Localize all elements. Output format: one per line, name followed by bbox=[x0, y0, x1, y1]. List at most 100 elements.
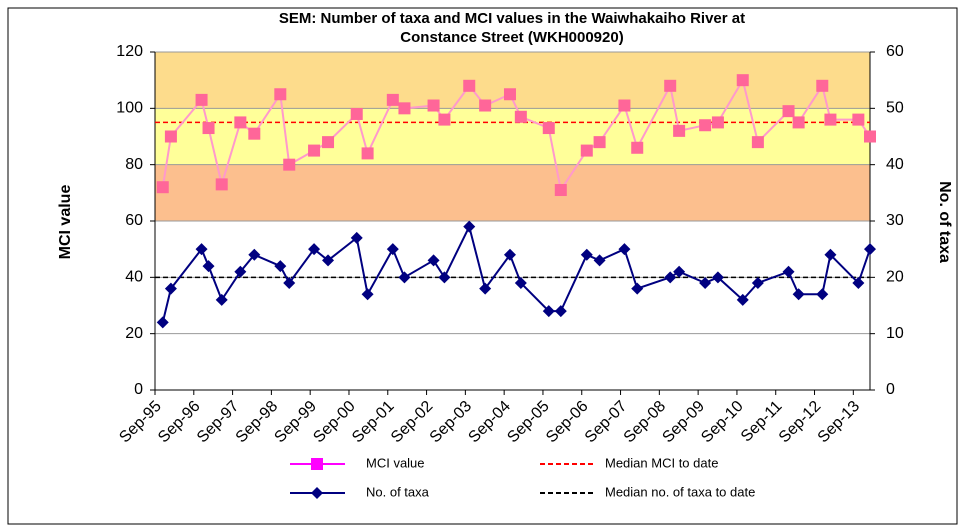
data-point bbox=[503, 88, 516, 101]
data-point bbox=[852, 113, 865, 126]
data-point bbox=[736, 293, 749, 306]
data-point bbox=[361, 288, 374, 301]
data-point bbox=[816, 288, 829, 301]
data-point bbox=[479, 282, 492, 295]
y2-tick-label: 30 bbox=[886, 212, 904, 229]
legend-marker bbox=[311, 458, 323, 470]
data-point bbox=[782, 105, 795, 118]
data-point bbox=[792, 116, 805, 129]
data-point bbox=[514, 110, 527, 123]
data-point bbox=[673, 265, 686, 278]
data-point bbox=[215, 293, 228, 306]
y-tick-label: 60 bbox=[125, 212, 143, 229]
y-tick-label: 80 bbox=[125, 156, 143, 173]
y-tick-label: 120 bbox=[116, 43, 143, 60]
data-point bbox=[202, 260, 215, 273]
data-point bbox=[542, 122, 555, 135]
data-point bbox=[664, 271, 677, 284]
data-point bbox=[274, 260, 287, 273]
band bbox=[155, 108, 870, 165]
data-point bbox=[580, 248, 593, 261]
data-point bbox=[824, 248, 837, 261]
y-tick-label: 0 bbox=[134, 381, 143, 398]
data-point bbox=[248, 248, 261, 261]
data-point bbox=[699, 276, 712, 289]
data-point bbox=[618, 243, 631, 256]
y2-tick-label: 10 bbox=[886, 325, 904, 342]
data-point bbox=[195, 243, 208, 256]
data-point bbox=[542, 305, 555, 318]
data-point bbox=[274, 88, 287, 101]
legend-label: No. of taxa bbox=[366, 484, 430, 499]
data-point bbox=[631, 141, 644, 154]
band bbox=[155, 164, 870, 221]
data-point bbox=[308, 243, 321, 256]
data-point bbox=[751, 136, 764, 149]
data-point bbox=[427, 254, 440, 267]
y2-tick-label: 60 bbox=[886, 43, 904, 60]
legend-label: Median MCI to date bbox=[605, 455, 718, 470]
data-point bbox=[792, 288, 805, 301]
data-point bbox=[234, 265, 247, 278]
data-point bbox=[711, 271, 724, 284]
data-point bbox=[782, 265, 795, 278]
data-point bbox=[580, 144, 593, 157]
data-point bbox=[503, 248, 516, 261]
data-point bbox=[156, 316, 169, 329]
data-point bbox=[398, 102, 411, 115]
data-point bbox=[361, 147, 374, 160]
data-point bbox=[593, 254, 606, 267]
data-point bbox=[248, 127, 261, 140]
data-point bbox=[350, 107, 363, 120]
y-tick-label: 100 bbox=[116, 100, 143, 117]
y2-tick-label: 20 bbox=[886, 269, 904, 286]
data-point bbox=[852, 276, 865, 289]
data-point bbox=[164, 282, 177, 295]
chart-title: Constance Street (WKH000920) bbox=[400, 29, 623, 46]
data-point bbox=[816, 79, 829, 92]
data-point bbox=[593, 136, 606, 149]
data-point bbox=[164, 130, 177, 143]
data-point bbox=[438, 271, 451, 284]
data-point bbox=[463, 79, 476, 92]
data-point bbox=[673, 124, 686, 137]
data-point bbox=[215, 178, 228, 191]
data-point bbox=[350, 231, 363, 244]
data-point bbox=[479, 99, 492, 112]
y2-tick-label: 40 bbox=[886, 156, 904, 173]
data-point bbox=[618, 99, 631, 112]
data-point bbox=[195, 93, 208, 106]
data-point bbox=[156, 181, 169, 194]
data-point bbox=[711, 116, 724, 129]
data-point bbox=[463, 220, 476, 233]
data-point bbox=[202, 122, 215, 135]
data-point bbox=[864, 243, 876, 256]
data-point bbox=[386, 93, 399, 106]
y-tick-label: 40 bbox=[125, 269, 143, 286]
data-point bbox=[554, 305, 567, 318]
y2-tick-label: 0 bbox=[886, 381, 895, 398]
data-point bbox=[699, 119, 712, 132]
legend-label: MCI value bbox=[366, 455, 425, 470]
data-point bbox=[438, 113, 451, 126]
legend-marker bbox=[311, 487, 323, 499]
y2-tick-label: 50 bbox=[886, 100, 904, 117]
data-point bbox=[751, 276, 764, 289]
y-tick-label: 20 bbox=[125, 325, 143, 342]
y2-axis-title: No. of taxa bbox=[936, 181, 953, 263]
data-point bbox=[234, 116, 247, 129]
data-point bbox=[427, 99, 440, 112]
data-point bbox=[864, 130, 876, 143]
data-point bbox=[283, 158, 296, 171]
data-point bbox=[631, 282, 644, 295]
chart-title: SEM: Number of taxa and MCI values in th… bbox=[279, 10, 745, 27]
data-point bbox=[322, 136, 335, 149]
data-point bbox=[736, 74, 749, 87]
data-point bbox=[308, 144, 321, 157]
data-point bbox=[554, 184, 567, 197]
data-point bbox=[514, 276, 527, 289]
data-point bbox=[824, 113, 837, 126]
y-axis-title: MCI value bbox=[57, 185, 74, 260]
